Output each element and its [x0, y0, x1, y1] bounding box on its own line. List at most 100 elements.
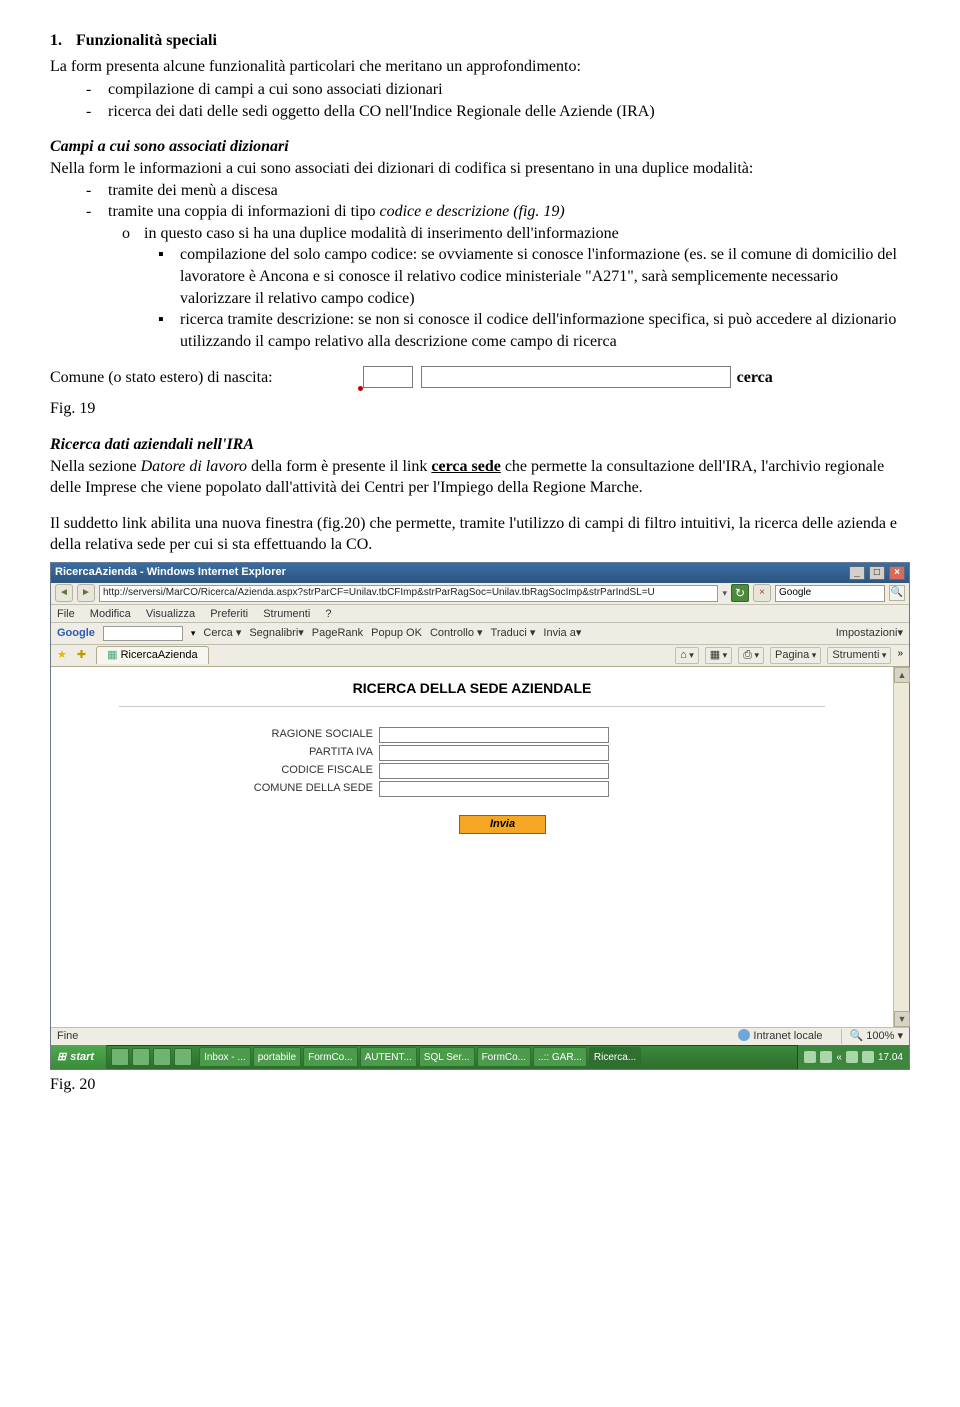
task-item[interactable]: FormCo... — [303, 1047, 357, 1067]
subheading-dizionari: Campi a cui sono associati dizionari — [50, 136, 910, 158]
start-button[interactable]: ⊞start — [51, 1045, 107, 1069]
google-traduci[interactable]: Traduci ▾ — [491, 626, 536, 641]
minimize-button[interactable]: _ — [849, 566, 865, 580]
sub2-paragraph-2: Il suddetto link abilita una nuova fines… — [50, 513, 910, 556]
menu-preferiti[interactable]: Preferiti — [210, 608, 248, 620]
forward-button[interactable]: ► — [77, 584, 95, 602]
tab-bar: ★ ✚ ▦ RicercaAzienda ⌂ ▦ ⎙ Pagina Strume… — [51, 645, 909, 667]
input-codice-fiscale[interactable] — [379, 763, 609, 779]
tool-feed[interactable]: ▦ — [705, 647, 732, 664]
menu-help[interactable]: ? — [325, 608, 331, 620]
task-item-active[interactable]: Ricerca... — [589, 1047, 641, 1067]
comune-desc-input[interactable] — [421, 366, 731, 388]
browser-window: RicercaAzienda - Windows Internet Explor… — [50, 562, 910, 1070]
menu-visualizza[interactable]: Visualizza — [146, 608, 195, 620]
browser-content: ▲ ▼ RICERCA DELLA SEDE AZIENDALE RAGIONE… — [51, 667, 909, 1027]
menu-file[interactable]: File — [57, 608, 75, 620]
google-pagerank[interactable]: PageRank — [312, 626, 363, 641]
invia-button[interactable]: Invia — [459, 815, 546, 834]
scroll-up-icon[interactable]: ▲ — [894, 667, 910, 683]
system-tray: « 17.04 — [797, 1045, 909, 1069]
sub2-paragraph-1: Nella sezione Datore di lavoro della for… — [50, 456, 910, 499]
menu-modifica[interactable]: Modifica — [90, 608, 131, 620]
task-item[interactable]: AUTENT... — [360, 1047, 417, 1067]
tray-icon[interactable] — [862, 1051, 874, 1063]
sub1-sq-1: ▪compilazione del solo campo codice: se … — [158, 244, 910, 309]
google-segnalibri[interactable]: Segnalibri▾ — [249, 626, 303, 641]
status-zone: Intranet locale — [738, 1029, 822, 1044]
back-button[interactable]: ◄ — [55, 584, 73, 602]
stop-button[interactable]: × — [753, 584, 771, 602]
heading-title: Funzionalità speciali — [76, 30, 217, 52]
task-item[interactable]: FormCo... — [477, 1047, 531, 1067]
intro-paragraph: La form presenta alcune funzionalità par… — [50, 56, 910, 78]
zoom-level[interactable]: 🔍 100% ▾ — [841, 1029, 903, 1044]
tray-icon[interactable] — [804, 1051, 816, 1063]
cerca-link[interactable]: cerca — [737, 367, 773, 389]
browser-titlebar: RicercaAzienda - Windows Internet Explor… — [51, 563, 909, 583]
task-item[interactable]: portabile — [253, 1047, 301, 1067]
menu-strumenti[interactable]: Strumenti — [263, 608, 310, 620]
maximize-button[interactable]: □ — [869, 566, 885, 580]
task-item[interactable]: ..:: GAR... — [533, 1047, 587, 1067]
tool-print[interactable]: ⎙ — [738, 647, 764, 664]
sub1-o-1: oin questo caso si ha una duplice modali… — [122, 223, 910, 245]
intro-bullet-2: -ricerca dei dati delle sedi oggetto del… — [86, 101, 910, 123]
label-ragione-sociale: RAGIONE SOCIALE — [229, 727, 379, 742]
fig19-caption: Fig. 19 — [50, 398, 910, 420]
fig20-caption: Fig. 20 — [50, 1074, 910, 1096]
subheading-ira: Ricerca dati aziendali nell'IRA — [50, 434, 910, 456]
tray-icon[interactable] — [846, 1051, 858, 1063]
url-field[interactable]: http://serversi/MarCO/Ricerca/Azienda.as… — [99, 585, 718, 602]
tab-ricerca-azienda[interactable]: ▦ RicercaAzienda — [96, 646, 209, 664]
tray-clock: 17.04 — [878, 1051, 903, 1065]
ql-icon[interactable] — [153, 1048, 171, 1066]
sub1-paragraph: Nella form le informazioni a cui sono as… — [50, 158, 910, 180]
task-item[interactable]: Inbox - ... — [199, 1047, 251, 1067]
ql-icon[interactable] — [132, 1048, 150, 1066]
window-buttons: _ □ × — [848, 565, 905, 580]
google-search-input[interactable] — [103, 626, 183, 641]
google-impostazioni[interactable]: Impostazioni▾ — [836, 626, 903, 641]
heading-number: 1. — [50, 30, 76, 52]
task-item[interactable]: SQL Ser... — [419, 1047, 475, 1067]
intro-bullet-1: -compilazione di campi a cui sono associ… — [86, 79, 910, 101]
search-button[interactable]: 🔍 — [889, 585, 905, 601]
scrollbar[interactable]: ▲ ▼ — [893, 667, 909, 1027]
ql-icon[interactable] — [174, 1048, 192, 1066]
status-text: Fine — [57, 1029, 78, 1044]
scroll-down-icon[interactable]: ▼ — [894, 1011, 910, 1027]
input-partita-iva[interactable] — [379, 745, 609, 761]
tool-pagina[interactable]: Pagina — [770, 647, 821, 664]
add-favorites-icon[interactable]: ✚ — [77, 648, 86, 663]
required-dot — [358, 386, 363, 391]
tool-strumenti[interactable]: Strumenti — [827, 647, 891, 664]
refresh-button[interactable]: ↻ — [731, 584, 749, 602]
google-toolbar: Google ▾ Cerca ▾ Segnalibri▾ PageRank Po… — [51, 623, 909, 645]
input-ragione-sociale[interactable] — [379, 727, 609, 743]
tool-home[interactable]: ⌂ — [675, 647, 699, 664]
sub1-sq-2: ▪ricerca tramite descrizione: se non si … — [158, 309, 910, 352]
form-title: RICERCA DELLA SEDE AZIENDALE — [119, 675, 825, 707]
globe-icon — [738, 1029, 750, 1041]
google-controllo[interactable]: Controllo ▾ — [430, 626, 483, 641]
taskbar-tasks: Inbox - ... portabile FormCo... AUTENT..… — [196, 1047, 797, 1067]
window-title: RicercaAzienda - Windows Internet Explor… — [55, 565, 286, 580]
sub1-bullet-2: - tramite una coppia di informazioni di … — [86, 201, 910, 223]
comune-row: Comune (o stato estero) di nascita: cerc… — [50, 366, 910, 388]
status-bar: Fine Intranet locale 🔍 100% ▾ — [51, 1027, 909, 1045]
comune-code-input[interactable] — [363, 366, 413, 388]
ql-icon[interactable] — [111, 1048, 129, 1066]
google-invia[interactable]: Invia a▾ — [543, 626, 581, 641]
heading-1: 1. Funzionalità speciali — [50, 30, 910, 56]
search-box[interactable]: Google — [775, 585, 885, 602]
label-comune-sede: COMUNE DELLA SEDE — [229, 781, 379, 796]
menu-bar: File Modifica Visualizza Preferiti Strum… — [51, 605, 909, 623]
close-button[interactable]: × — [889, 566, 905, 580]
google-popup[interactable]: Popup OK — [371, 626, 422, 641]
google-cerca[interactable]: Cerca ▾ — [203, 626, 241, 641]
tray-icon[interactable] — [820, 1051, 832, 1063]
favorites-star-icon[interactable]: ★ — [57, 648, 67, 663]
google-logo: Google — [57, 626, 95, 641]
input-comune-sede[interactable] — [379, 781, 609, 797]
